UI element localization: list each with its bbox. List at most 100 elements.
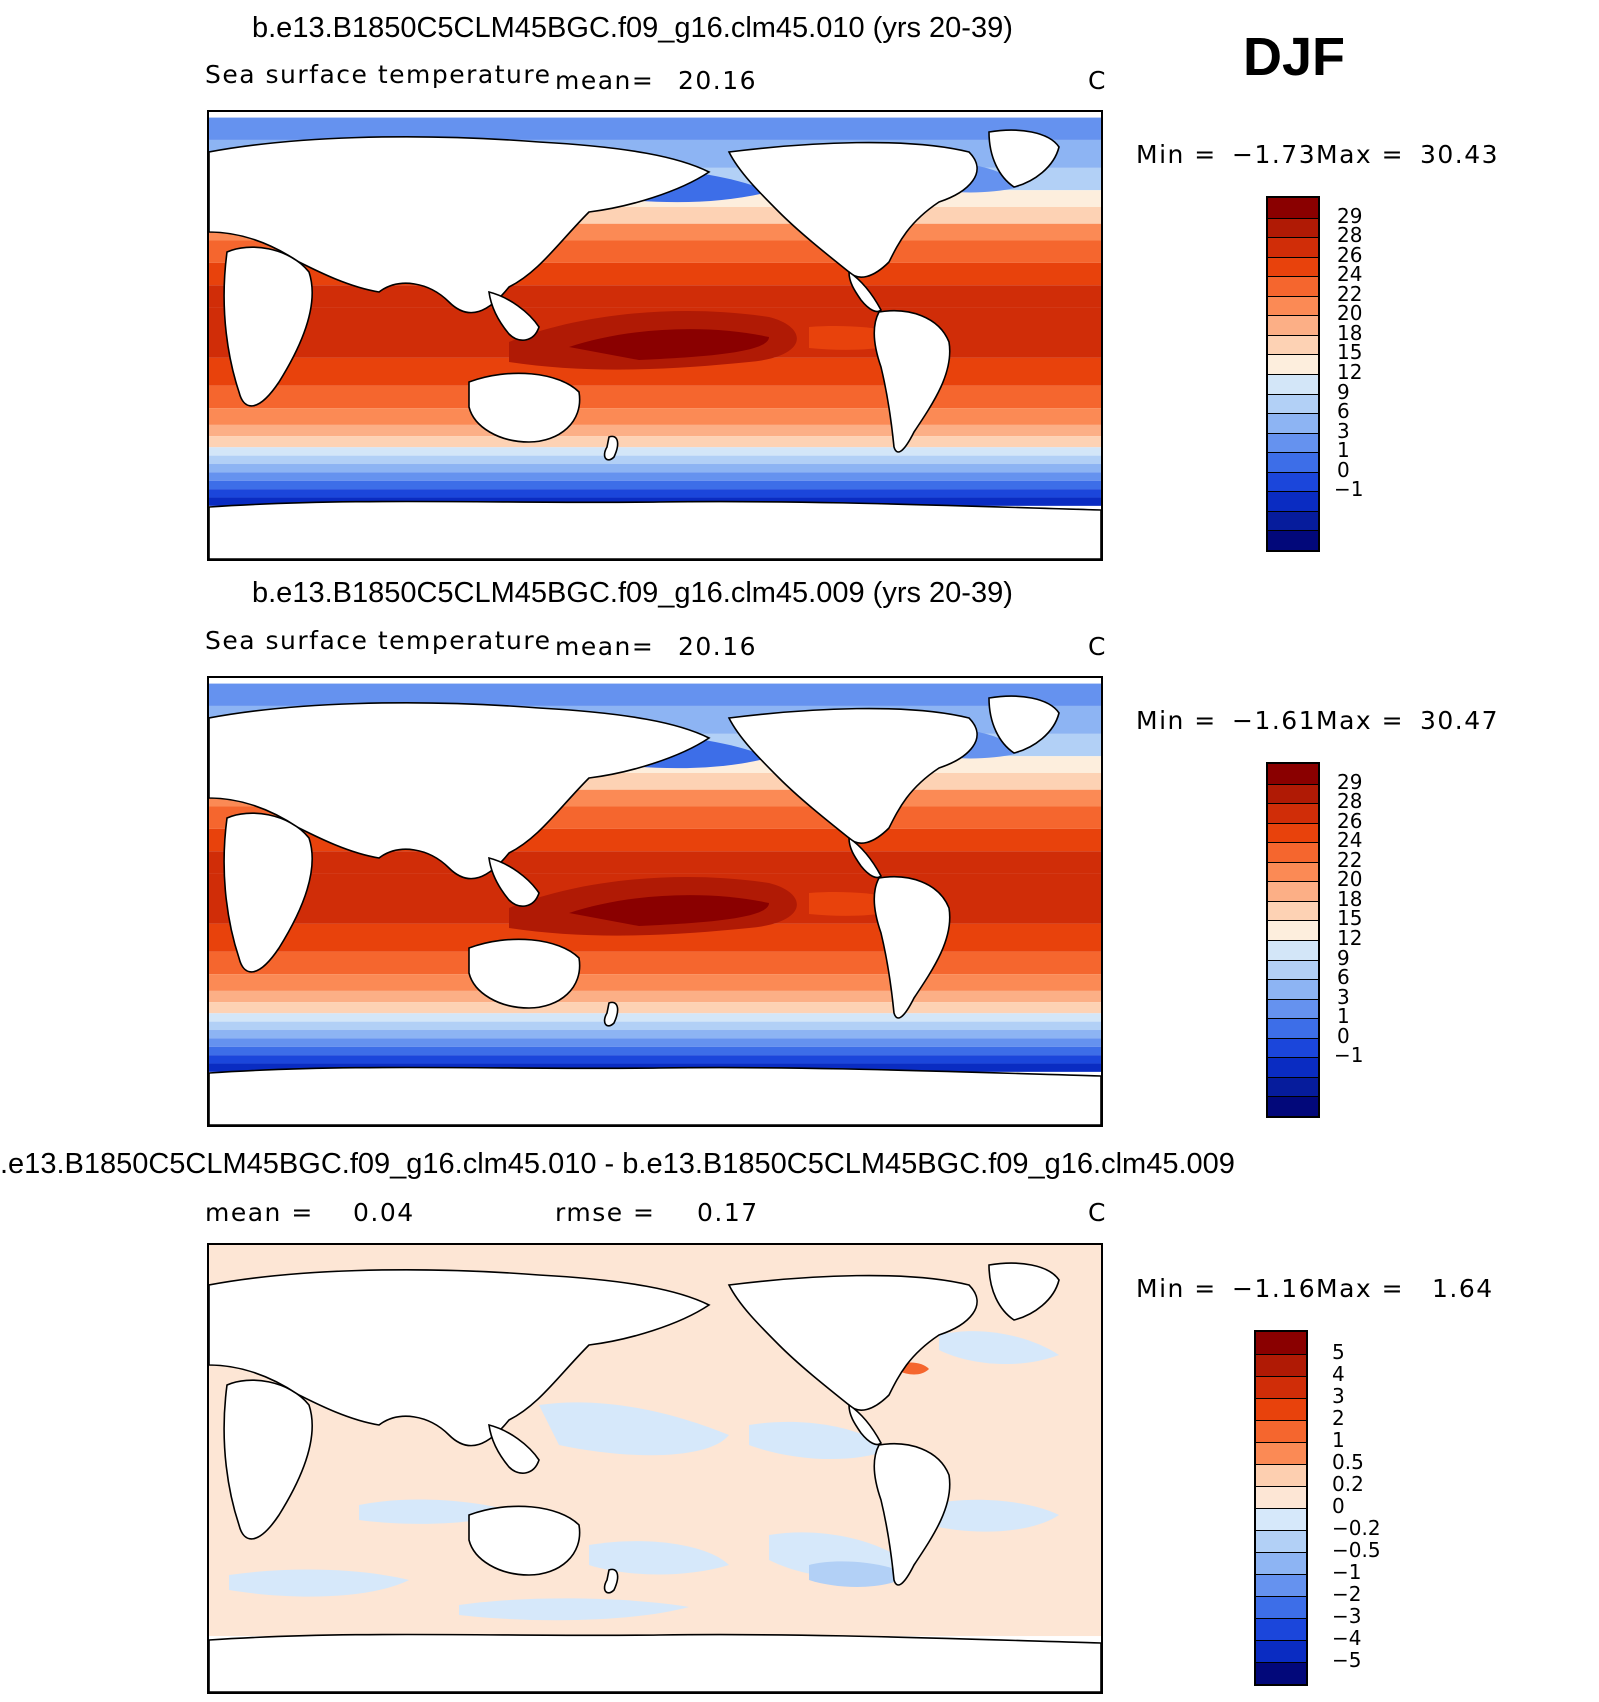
negative-anomaly [939, 1331, 1059, 1365]
colorbar-segment [1256, 1662, 1306, 1684]
colorbar-tick-label: 3 [1332, 1384, 1345, 1408]
land-outline [848, 270, 882, 313]
panel-3-max-label: Max = [1316, 1274, 1405, 1303]
panel-2-variable: Sea surface temperature [205, 626, 552, 655]
panel-1-colorbar-labels: 29 28 26 24 22 20 18 15 12 9 6 3 1 0 −1 [1334, 196, 1394, 552]
colorbar-tick-label: 24 [1337, 262, 1363, 287]
colorbar-tick-label: 0.2 [1332, 1472, 1364, 1496]
field-band [209, 436, 1101, 448]
colorbar-tick-label: 26 [1337, 242, 1363, 267]
land-outline [873, 876, 951, 1019]
colorbar-segment [1256, 1552, 1306, 1574]
colorbar-tick-label: 1 [1337, 1004, 1350, 1029]
colorbar-tick-label: −3 [1332, 1604, 1362, 1628]
field-band [209, 951, 1101, 975]
colorbar-tick-label: 0 [1337, 1023, 1350, 1048]
field-band [209, 851, 1101, 874]
colorbar-segment [1268, 822, 1318, 843]
field-band [209, 424, 1101, 437]
panel-2-colorbar [1266, 762, 1320, 1118]
panel-3-map [207, 1243, 1103, 1694]
field-band [209, 464, 1101, 473]
panel-2-title: b.e13.B1850C5CLM45BGC.f09_g16.clm45.009 … [252, 577, 1013, 609]
colorbar-segment [1268, 881, 1318, 901]
colorbar-segment [1268, 354, 1318, 374]
colorbar-segment [1268, 452, 1318, 472]
panel-1-min-label: Min = [1136, 140, 1217, 169]
land-outline [209, 500, 1101, 559]
colorbar-segment [1268, 256, 1318, 277]
field-band [209, 117, 1101, 140]
land-outline [603, 435, 619, 461]
colorbar-tick-label: −0.5 [1332, 1538, 1381, 1562]
panel-1-units: C [1088, 66, 1107, 95]
colorbar-tick-label: −0.2 [1332, 1516, 1381, 1540]
land-outline [488, 856, 540, 907]
warm-pool-core [569, 895, 769, 926]
negative-anomaly [229, 1569, 409, 1597]
colorbar-tick-label: 24 [1337, 828, 1363, 853]
panel-2-max-value: 30.47 [1420, 706, 1500, 735]
colorbar-tick-label: 22 [1337, 281, 1363, 306]
colorbar-tick-label: 26 [1337, 808, 1363, 833]
land-outline [727, 1274, 978, 1411]
colorbar-tick-label: −1 [1334, 1043, 1364, 1068]
panel-3-min-value: −1.16 [1232, 1274, 1317, 1303]
colorbar-tick-label: 20 [1337, 301, 1363, 326]
colorbar-tick-label: 0.5 [1332, 1450, 1364, 1474]
land-outline [468, 938, 581, 1009]
colorbar-tick-label: −2 [1332, 1582, 1362, 1606]
field-band [209, 990, 1101, 1003]
colorbar-tick-label: 12 [1337, 926, 1363, 950]
colorbar-segment [1256, 1618, 1306, 1640]
colorbar-segment [1268, 861, 1318, 882]
colorbar-tick-label: 18 [1337, 320, 1363, 345]
negative-anomaly [929, 1499, 1059, 1532]
colorbar-tick-label: 5 [1332, 1340, 1345, 1364]
field-band [209, 1013, 1101, 1022]
field-band [209, 408, 1101, 425]
colorbar-tick-label: −1 [1334, 477, 1364, 502]
land-outline [988, 1262, 1060, 1321]
land-mask [209, 1262, 1101, 1692]
colorbar-tick-label: 29 [1337, 203, 1363, 228]
colorbar-tick-label: 1 [1337, 438, 1350, 463]
colorbar-segment [1268, 315, 1318, 335]
panel-1-title: b.e13.B1850C5CLM45BGC.f09_g16.clm45.010 … [252, 12, 1013, 44]
field-band [209, 480, 1101, 490]
field-band [209, 1030, 1101, 1039]
colorbar-tick-label: 3 [1337, 418, 1350, 443]
land-outline [988, 695, 1060, 754]
land-outline [603, 1001, 619, 1027]
panel-2-max-label: Max = [1316, 706, 1405, 735]
colorbar-segment [1268, 295, 1318, 316]
field-band [209, 455, 1101, 465]
colorbar-segment [1268, 374, 1318, 394]
colorbar-segment [1256, 1530, 1306, 1552]
colorbar-segment [1268, 237, 1318, 257]
panel-1-mean-value: 20.16 [678, 66, 758, 95]
colorbar-tick-label: 9 [1337, 945, 1350, 970]
colorbar-segment [1256, 1332, 1306, 1354]
panel-2-mean-label: mean= [555, 632, 655, 661]
colorbar-segment [1268, 803, 1318, 823]
land-outline [727, 141, 978, 278]
field-band [209, 472, 1101, 481]
colorbar-tick-label: 3 [1337, 984, 1350, 1009]
panel-2-units: C [1088, 632, 1107, 661]
colorbar-tick-label: 22 [1337, 847, 1363, 872]
panel-3-colorbar [1254, 1330, 1308, 1686]
colorbar-segment [1268, 959, 1318, 980]
field-band [209, 447, 1101, 456]
colorbar-segment [1268, 900, 1318, 921]
panel-2-map [207, 676, 1103, 1127]
colorbar-segment [1268, 471, 1318, 492]
colorbar-tick-label: 15 [1337, 906, 1363, 931]
colorbar-segment [1256, 1486, 1306, 1508]
negative-anomaly-strong [809, 1561, 909, 1587]
land-outline [468, 1505, 581, 1576]
colorbar-segment [1268, 530, 1318, 550]
colorbar-segment [1256, 1376, 1306, 1398]
colorbar-segment [1268, 491, 1318, 511]
field-band [209, 683, 1101, 706]
